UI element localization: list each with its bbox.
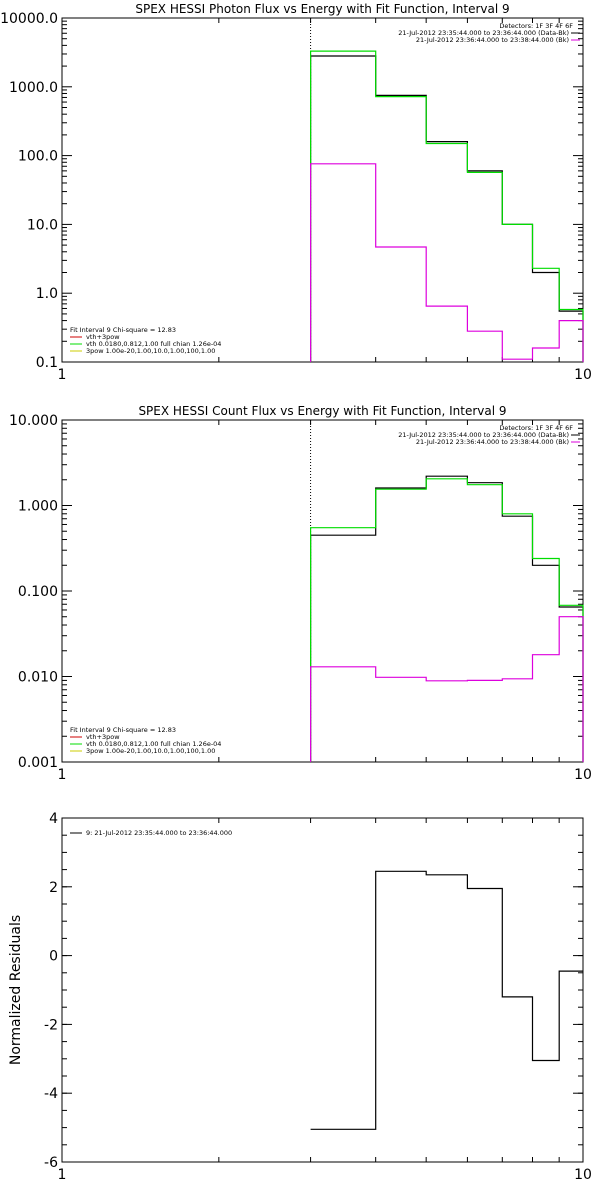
- y-tick-label: 0.010: [18, 670, 58, 686]
- y-tick-label: 100.0: [18, 149, 58, 165]
- fit-legend-entry: vth 0.0180,0.812,1.00 full chian 1.26e-0…: [86, 740, 221, 748]
- x-tick-label: 10: [574, 1167, 592, 1183]
- series-line-data: [310, 55, 584, 362]
- y-tick-label: 1.000: [18, 499, 58, 515]
- chart-panel-1: SPEX HESSI Photon Flux vs Energy with Fi…: [0, 2, 592, 383]
- series-line-bk: [310, 616, 584, 762]
- y-tick-label: -2: [44, 1017, 58, 1033]
- fit-legend-entry: vth+3pow: [86, 333, 120, 341]
- y-tick-label: 10.000: [9, 413, 58, 429]
- y-tick-label: 1000.0: [9, 80, 58, 96]
- chart-title: SPEX HESSI Count Flux vs Energy with Fit…: [138, 404, 506, 418]
- series-line-bk: [310, 163, 584, 362]
- y-tick-label: 0.1: [36, 355, 58, 371]
- x-tick-label: 10: [574, 767, 592, 783]
- fit-legend-entry: vth 0.0180,0.812,1.00 full chian 1.26e-0…: [86, 340, 221, 348]
- plot-frame: [61, 17, 584, 363]
- y-axis-label: Normalized Residuals: [8, 915, 24, 1065]
- series-line-data: [310, 475, 584, 762]
- y-tick-label: 10.0: [27, 217, 58, 233]
- y-tick-label: -4: [44, 1086, 58, 1102]
- legend-entry: 21-Jul-2012 23:36:44.000 to 23:38:44.000…: [416, 36, 569, 44]
- fit-legend-header: Fit Interval 9 Chi-square = 12.83: [70, 726, 176, 734]
- y-tick-label: 0: [49, 949, 58, 965]
- x-tick-label: 1: [58, 367, 67, 383]
- legend-entry: 21-Jul-2012 23:35:44.000 to 23:36:44.000…: [398, 431, 569, 439]
- x-tick-label: 1: [58, 767, 67, 783]
- chart-panel-2: SPEX HESSI Count Flux vs Energy with Fit…: [9, 404, 592, 783]
- y-tick-label: 2: [49, 880, 58, 896]
- y-tick-label: 0.100: [18, 584, 58, 600]
- legend-entry: 9: 21-Jul-2012 23:35:44.000 to 23:36:44.…: [86, 829, 232, 837]
- series-line-fit: [310, 478, 584, 762]
- plot-frame: [61, 817, 584, 1163]
- y-tick-label: 1.0: [36, 286, 58, 302]
- legend-header: Detectors: 1F 3F 4F 6F: [499, 424, 573, 432]
- x-tick-label: 10: [574, 367, 592, 383]
- y-tick-label: 10000.0: [0, 11, 58, 27]
- fit-legend-entry: 3pow 1.00e-20,1.00,10.0,1.00,100,1.00: [86, 347, 215, 355]
- legend-entry: 21-Jul-2012 23:35:44.000 to 23:36:44.000…: [398, 29, 569, 37]
- y-tick-label: 4: [49, 811, 58, 827]
- series-line-residuals: [310, 870, 583, 1130]
- legend-entry: 21-Jul-2012 23:36:44.000 to 23:38:44.000…: [416, 438, 569, 446]
- legend-header: Detectors: 1F 3F 4F 6F: [499, 22, 573, 30]
- fit-legend-entry: 3pow 1.00e-20,1.00,10.0,1.00,100,1.00: [86, 747, 215, 755]
- fit-legend-header: Fit Interval 9 Chi-square = 12.83: [70, 326, 176, 334]
- series-line-fit: [310, 50, 584, 362]
- plot-frame: [61, 419, 584, 763]
- x-tick-label: 1: [58, 1167, 67, 1183]
- chart-panel-3: 1 10 -6 -4 -2 0 2 4 Normalized Residuals 9: 21-Ju…: [8, 811, 592, 1183]
- chart-title: SPEX HESSI Photon Flux vs Energy with Fi…: [135, 2, 509, 16]
- y-tick-label: -6: [44, 1155, 58, 1171]
- fit-legend-entry: vth+3pow: [86, 733, 120, 741]
- y-tick-label: 0.001: [18, 755, 58, 771]
